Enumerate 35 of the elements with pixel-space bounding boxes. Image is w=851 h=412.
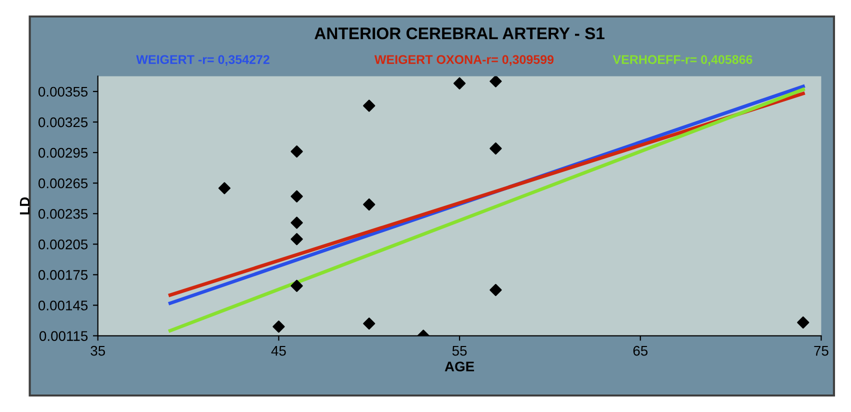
- point: [272, 320, 285, 333]
- point: [490, 76, 502, 88]
- x-tick-label: 65: [633, 346, 648, 356]
- point: [290, 280, 303, 292]
- point: [290, 190, 303, 202]
- point: [290, 216, 303, 229]
- x-tick-label: 45: [271, 346, 286, 356]
- x-tick-label: 75: [814, 346, 828, 356]
- y-tick-label: 0.00355: [38, 86, 88, 97]
- y-tick-label: 0.00205: [38, 240, 88, 250]
- y-tick-label: 0.00115: [40, 331, 88, 341]
- y-axis-title: LD: [20, 197, 30, 214]
- y-tick-label: 0.00175: [38, 270, 88, 280]
- point: [490, 142, 502, 155]
- point: [290, 233, 303, 246]
- y-tick-label: 0.00235: [38, 208, 88, 219]
- text: WEIGERT OXONA-r= 0,309599: [374, 55, 554, 66]
- x-tick-label: 55: [452, 346, 467, 356]
- text: WEIGERT -r= 0,354272: [136, 55, 270, 66]
- point: [290, 145, 303, 158]
- point: [490, 284, 502, 296]
- y-tick-label: 0.00325: [38, 117, 88, 128]
- point: [363, 198, 376, 211]
- x-axis-title: AGE: [444, 362, 474, 372]
- point: [363, 317, 376, 330]
- y-tick-label: 0.00265: [38, 178, 88, 188]
- x-tick-label: 35: [90, 346, 106, 356]
- point: [797, 316, 810, 329]
- chart-title: ANTERIOR CEREBRAL ARTERY - S1: [314, 28, 604, 40]
- text: VERHOEFF-r= 0,405866: [612, 55, 752, 66]
- point: [363, 100, 376, 112]
- y-tick-label: 0.00145: [38, 300, 88, 310]
- point: [453, 77, 466, 90]
- y-tick-label: 0.00295: [38, 148, 88, 158]
- point: [218, 182, 231, 194]
